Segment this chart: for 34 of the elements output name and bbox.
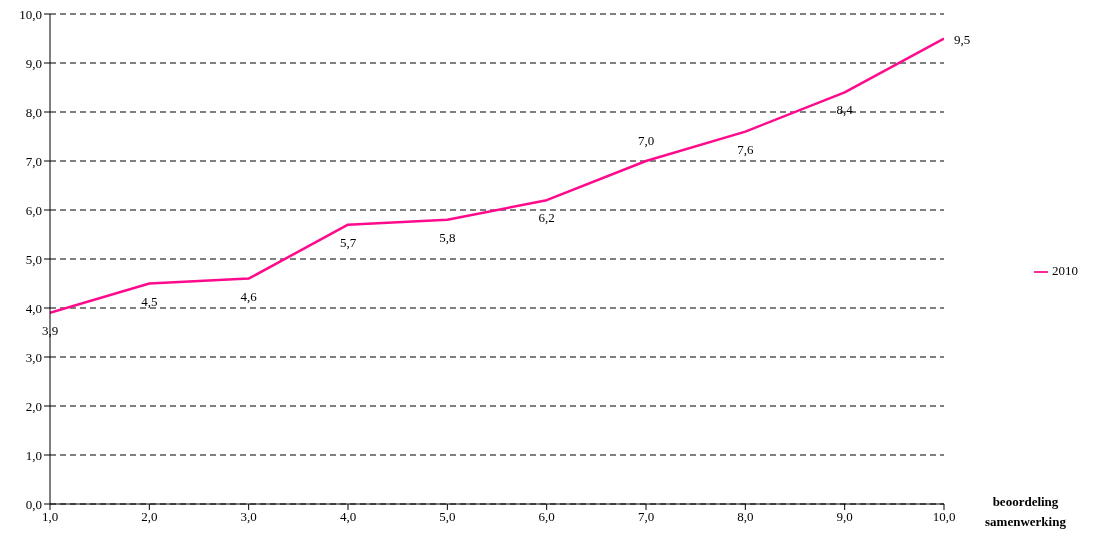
data-label: 6,2 — [538, 210, 555, 226]
x-tick-label: 2,0 — [141, 509, 158, 525]
x-tick-label: 3,0 — [240, 509, 257, 525]
x-tick-label: 9,0 — [836, 509, 853, 525]
y-tick-label: 9,0 — [25, 55, 42, 71]
y-tick-label: 1,0 — [25, 447, 42, 463]
y-tick-label: 4,0 — [25, 300, 42, 316]
data-label: 7,0 — [637, 133, 655, 148]
data-label: 4,5 — [141, 293, 158, 309]
x-axis-title: beoordeling samenwerking — [984, 493, 1067, 531]
data-label: 4,6 — [240, 288, 258, 304]
x-tick-label: 1,0 — [41, 509, 59, 525]
data-label: 3,9 — [41, 322, 59, 338]
y-tick-label: 3,0 — [25, 349, 42, 365]
y-tick-label: 8,0 — [25, 104, 42, 120]
y-tick-label: 7,0 — [25, 153, 42, 169]
x-tick-label: 4,0 — [339, 509, 357, 525]
y-tick-label: 6,0 — [25, 202, 42, 218]
y-tick-label: 0,0 — [25, 496, 42, 512]
x-tick-label: 8,0 — [737, 509, 754, 525]
x-tick-label: 7,0 — [637, 509, 655, 525]
x-tick-label: 10,0 — [932, 509, 956, 525]
line-series — [50, 37, 944, 315]
data-label: 5,8 — [439, 229, 456, 245]
x-tick-label: 5,0 — [439, 509, 456, 525]
data-label: 9,5 — [954, 31, 971, 47]
data-label: 5,7 — [339, 234, 357, 250]
y-tick-label: 2,0 — [25, 398, 42, 414]
legend-label: 2010 — [1052, 262, 1078, 278]
data-label: 8,4 — [836, 102, 854, 118]
y-tick-label: 10,0 — [19, 6, 42, 22]
y-tick-label: 5,0 — [25, 251, 42, 267]
x-tick-label: 6,0 — [538, 509, 555, 525]
data-label: 7,6 — [737, 141, 754, 157]
